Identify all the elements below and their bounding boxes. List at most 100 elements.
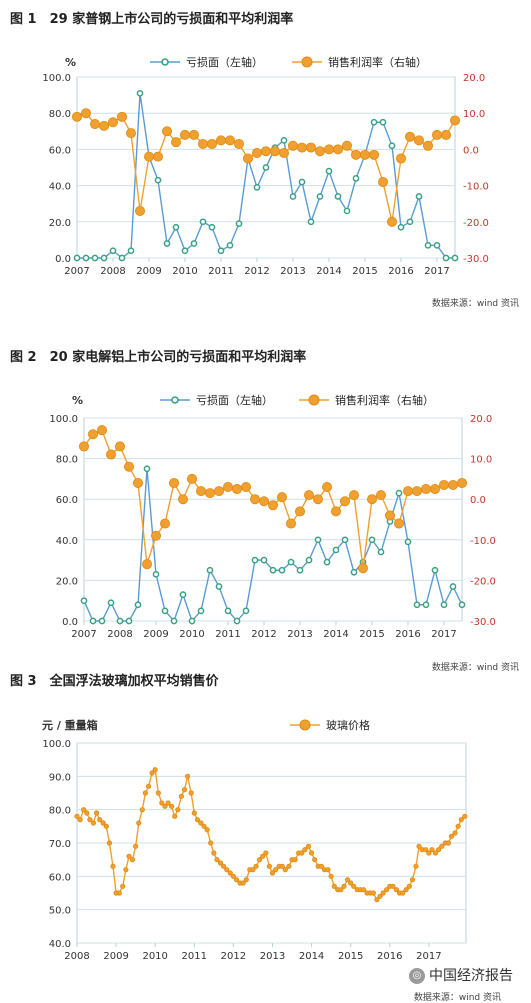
data-point (127, 247, 135, 255)
data-point (213, 486, 224, 497)
data-point (449, 583, 457, 590)
data-point (170, 137, 181, 148)
y-tick-label: 50.0 (49, 906, 71, 917)
x-tick-label: 2009 (136, 266, 161, 277)
data-point (341, 883, 347, 889)
data-point (366, 494, 377, 505)
data-point (110, 863, 116, 869)
data-point (348, 880, 354, 886)
data-point (449, 115, 460, 126)
data-point (169, 803, 175, 809)
data-point (390, 883, 396, 889)
data-point (214, 857, 220, 863)
data-point (374, 897, 380, 903)
data-point (433, 241, 441, 249)
data-point (139, 807, 145, 813)
data-point (406, 218, 414, 226)
data-point (159, 800, 165, 806)
data-point (97, 425, 108, 436)
data-point (357, 563, 368, 574)
data-point (100, 254, 108, 262)
x-tick-label: 2008 (100, 266, 125, 277)
data-point (278, 566, 286, 574)
data-point (88, 429, 99, 440)
data-point (458, 817, 464, 823)
data-point (292, 857, 298, 863)
data-point (107, 599, 115, 607)
data-point (150, 530, 161, 541)
data-point (299, 850, 305, 856)
figure-title: 图 2 20 家电解铝上市公司的亏损面和平均利润率 (10, 350, 307, 365)
data-point (97, 817, 103, 823)
x-tick-label: 2015 (352, 266, 377, 277)
x-tick-label: 2013 (287, 629, 312, 640)
data-point (323, 144, 334, 155)
data-point (90, 119, 101, 130)
data-point (400, 890, 406, 896)
data-point (273, 867, 279, 873)
data-point (116, 617, 124, 625)
y-tick-label: 60.0 (49, 145, 71, 156)
data-point (350, 149, 361, 160)
legend-label: 销售利润率（右轴） (335, 393, 434, 407)
data-point (331, 883, 337, 889)
data-point (384, 510, 395, 521)
x-tick-label: 2009 (143, 629, 168, 640)
y2-tick-label: 20.0 (470, 414, 492, 425)
y2-tick-label: 10.0 (470, 455, 492, 466)
data-point (456, 477, 467, 488)
data-point (222, 482, 233, 493)
data-point (159, 518, 170, 529)
data-point (296, 142, 307, 153)
data-point (404, 131, 415, 142)
x-tick-label: 2016 (395, 629, 420, 640)
data-point (242, 153, 253, 164)
data-point (224, 135, 235, 146)
y-tick-label: 20.0 (49, 218, 71, 229)
data-point (243, 877, 249, 883)
data-point (377, 548, 385, 556)
x-tick-label: 2011 (208, 266, 233, 277)
data-point (93, 810, 100, 816)
data-point (368, 536, 376, 544)
data-point (172, 223, 180, 231)
data-point (82, 254, 90, 262)
data-point (308, 850, 315, 856)
data-point (123, 867, 129, 873)
data-point (89, 617, 97, 625)
data-point (332, 144, 343, 155)
data-point (242, 607, 250, 615)
data-point (161, 126, 172, 137)
data-point (204, 488, 215, 499)
data-point (348, 490, 359, 501)
data-point (269, 146, 280, 157)
y-tick-label: 0.0 (62, 617, 78, 628)
y2-tick-label: -10.0 (463, 182, 489, 193)
data-point (217, 860, 224, 866)
data-point (197, 138, 208, 149)
data-point (377, 176, 388, 187)
y2-tick-label: 0.0 (463, 145, 479, 156)
data-point (287, 558, 295, 566)
data-point (251, 556, 259, 564)
data-point (360, 887, 367, 893)
data-point (191, 810, 197, 816)
y-tick-label: 100.0 (49, 414, 78, 425)
data-point (81, 108, 92, 119)
data-point (87, 817, 93, 823)
legend-marker (299, 719, 311, 731)
data-point (260, 853, 266, 859)
x-tick-label: 2015 (359, 629, 384, 640)
data-point (231, 484, 242, 495)
data-point (413, 863, 419, 869)
data-point (296, 566, 304, 574)
data-point (384, 887, 390, 893)
legend-label: 玻璃价格 (326, 718, 370, 732)
data-point (422, 140, 433, 151)
x-tick-label: 2007 (64, 266, 89, 277)
data-point (108, 117, 119, 128)
x-tick-label: 2014 (299, 951, 324, 962)
y-tick-label: 20.0 (56, 576, 78, 587)
y2-tick-label: 20.0 (463, 73, 485, 84)
data-point (429, 484, 440, 495)
